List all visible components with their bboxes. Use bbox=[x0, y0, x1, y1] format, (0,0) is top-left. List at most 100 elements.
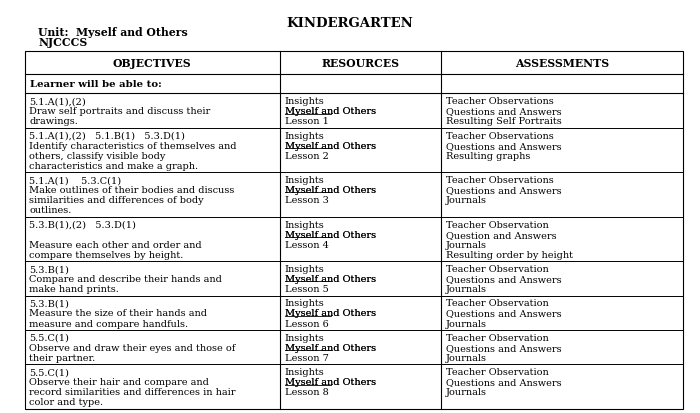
Text: Draw self portraits and discuss their: Draw self portraits and discuss their bbox=[29, 107, 211, 116]
Text: characteristics and make a graph.: characteristics and make a graph. bbox=[29, 161, 199, 171]
Text: Myself and Others: Myself and Others bbox=[285, 274, 376, 283]
Text: Teacher Observation: Teacher Observation bbox=[446, 333, 549, 342]
Text: drawings.: drawings. bbox=[29, 117, 78, 126]
Text: Insights: Insights bbox=[285, 333, 325, 342]
Text: their partner.: their partner. bbox=[29, 353, 96, 362]
Text: Myself and Others: Myself and Others bbox=[285, 230, 376, 239]
Text: 5.1.A(1)    5.3.C(1): 5.1.A(1) 5.3.C(1) bbox=[29, 176, 122, 185]
Text: 5.5.C(1): 5.5.C(1) bbox=[29, 368, 69, 376]
Text: Lesson 3: Lesson 3 bbox=[285, 196, 329, 205]
Text: RESOURCES: RESOURCES bbox=[321, 57, 400, 69]
Text: others, classify visible body: others, classify visible body bbox=[29, 152, 166, 160]
Text: record similarities and differences in hair: record similarities and differences in h… bbox=[29, 387, 236, 396]
Text: Lesson 4: Lesson 4 bbox=[285, 240, 329, 249]
Text: Insights: Insights bbox=[285, 368, 325, 376]
Text: Insights: Insights bbox=[285, 220, 325, 229]
Text: Myself and Others: Myself and Others bbox=[285, 141, 376, 150]
Text: Myself and Others: Myself and Others bbox=[285, 309, 376, 318]
Text: Questions and Answers: Questions and Answers bbox=[446, 377, 561, 387]
Text: Myself and Others: Myself and Others bbox=[285, 343, 376, 352]
Text: Questions and Answers: Questions and Answers bbox=[446, 141, 561, 150]
Text: Myself and Others: Myself and Others bbox=[285, 343, 376, 352]
Text: measure and compare handfuls.: measure and compare handfuls. bbox=[29, 319, 188, 328]
Text: Myself and Others: Myself and Others bbox=[285, 186, 376, 195]
Text: Myself and Others: Myself and Others bbox=[285, 377, 376, 387]
Text: 5.3.B(1): 5.3.B(1) bbox=[29, 299, 69, 308]
Text: Teacher Observations: Teacher Observations bbox=[446, 97, 554, 106]
Text: Teacher Observation: Teacher Observation bbox=[446, 368, 549, 376]
Text: Question and Answers: Question and Answers bbox=[446, 230, 556, 239]
Text: similarities and differences of body: similarities and differences of body bbox=[29, 196, 204, 205]
Text: Questions and Answers: Questions and Answers bbox=[446, 186, 561, 195]
Text: Identify characteristics of themselves and: Identify characteristics of themselves a… bbox=[29, 141, 237, 150]
Text: Teacher Observation: Teacher Observation bbox=[446, 264, 549, 273]
Text: Myself and Others: Myself and Others bbox=[285, 343, 376, 352]
Text: KINDERGARTEN: KINDERGARTEN bbox=[286, 17, 414, 29]
Text: Insights: Insights bbox=[285, 176, 325, 185]
Text: Insights: Insights bbox=[285, 264, 325, 273]
Text: Lesson 5: Lesson 5 bbox=[285, 285, 329, 293]
Text: Insights: Insights bbox=[285, 131, 325, 140]
Text: Myself and Others: Myself and Others bbox=[285, 274, 376, 283]
Text: ASSESSMENTS: ASSESSMENTS bbox=[514, 57, 609, 69]
Text: Myself and Others: Myself and Others bbox=[285, 186, 376, 195]
Text: Teacher Observations: Teacher Observations bbox=[446, 176, 554, 185]
Text: Learner will be able to:: Learner will be able to: bbox=[30, 80, 162, 89]
Text: Journals: Journals bbox=[446, 387, 487, 396]
Text: Myself and Others: Myself and Others bbox=[285, 107, 376, 116]
Text: Lesson 1: Lesson 1 bbox=[285, 117, 329, 126]
Text: Questions and Answers: Questions and Answers bbox=[446, 309, 561, 318]
Text: Measure each other and order and: Measure each other and order and bbox=[29, 240, 202, 249]
Text: Questions and Answers: Questions and Answers bbox=[446, 107, 561, 116]
Text: Myself and Others: Myself and Others bbox=[285, 141, 376, 150]
Text: Insights: Insights bbox=[285, 97, 325, 106]
Text: Observe and draw their eyes and those of: Observe and draw their eyes and those of bbox=[29, 343, 236, 352]
Text: Teacher Observation: Teacher Observation bbox=[446, 299, 549, 308]
Text: Make outlines of their bodies and discuss: Make outlines of their bodies and discus… bbox=[29, 186, 235, 195]
Text: NJCCCS: NJCCCS bbox=[38, 37, 88, 48]
Text: Measure the size of their hands and: Measure the size of their hands and bbox=[29, 309, 207, 318]
Text: Journals: Journals bbox=[446, 285, 487, 293]
Text: Teacher Observations: Teacher Observations bbox=[446, 131, 554, 140]
Text: Myself and Others: Myself and Others bbox=[285, 186, 376, 195]
Text: Myself and Others: Myself and Others bbox=[285, 141, 376, 150]
Text: make hand prints.: make hand prints. bbox=[29, 285, 119, 293]
Text: 5.3.B(1): 5.3.B(1) bbox=[29, 264, 69, 273]
Text: 5.1.A(1),(2): 5.1.A(1),(2) bbox=[29, 97, 86, 106]
Text: Journals: Journals bbox=[446, 319, 487, 328]
Text: Compare and describe their hands and: Compare and describe their hands and bbox=[29, 274, 223, 283]
Text: Myself and Others: Myself and Others bbox=[285, 309, 376, 318]
Text: Myself and Others: Myself and Others bbox=[285, 377, 376, 387]
Text: Teacher Observation: Teacher Observation bbox=[446, 220, 549, 229]
Text: 5.1.A(1),(2)   5.1.B(1)   5.3.D(1): 5.1.A(1),(2) 5.1.B(1) 5.3.D(1) bbox=[29, 131, 186, 140]
Text: Lesson 7: Lesson 7 bbox=[285, 353, 329, 362]
Bar bbox=[25, 52, 682, 409]
Text: Resulting order by height: Resulting order by height bbox=[446, 250, 573, 259]
Text: Myself and Others: Myself and Others bbox=[285, 107, 376, 116]
Text: outlines.: outlines. bbox=[29, 206, 72, 215]
Text: OBJECTIVES: OBJECTIVES bbox=[113, 57, 192, 69]
Text: Questions and Answers: Questions and Answers bbox=[446, 274, 561, 283]
Text: Journals: Journals bbox=[446, 196, 487, 205]
Text: Insights: Insights bbox=[285, 299, 325, 308]
Text: compare themselves by height.: compare themselves by height. bbox=[29, 250, 184, 259]
Text: Observe their hair and compare and: Observe their hair and compare and bbox=[29, 377, 209, 387]
Text: Unit:  Myself and Others: Unit: Myself and Others bbox=[38, 27, 188, 38]
Text: Questions and Answers: Questions and Answers bbox=[446, 343, 561, 352]
Text: color and type.: color and type. bbox=[29, 397, 104, 406]
Text: Myself and Others: Myself and Others bbox=[285, 309, 376, 318]
Text: Lesson 2: Lesson 2 bbox=[285, 152, 329, 160]
Text: 5.3.B(1),(2)   5.3.D(1): 5.3.B(1),(2) 5.3.D(1) bbox=[29, 220, 136, 229]
Text: Myself and Others: Myself and Others bbox=[285, 230, 376, 239]
Text: Resulting graphs: Resulting graphs bbox=[446, 152, 531, 160]
Text: Journals: Journals bbox=[446, 353, 487, 362]
Text: Resulting Self Portraits: Resulting Self Portraits bbox=[446, 117, 561, 126]
Text: Myself and Others: Myself and Others bbox=[285, 230, 376, 239]
Text: Lesson 8: Lesson 8 bbox=[285, 387, 329, 396]
Text: Journals: Journals bbox=[446, 240, 487, 249]
Text: Lesson 6: Lesson 6 bbox=[285, 319, 329, 328]
Text: Myself and Others: Myself and Others bbox=[285, 274, 376, 283]
Text: Myself and Others: Myself and Others bbox=[285, 107, 376, 116]
Text: Myself and Others: Myself and Others bbox=[285, 377, 376, 387]
Text: 5.5.C(1): 5.5.C(1) bbox=[29, 333, 69, 342]
